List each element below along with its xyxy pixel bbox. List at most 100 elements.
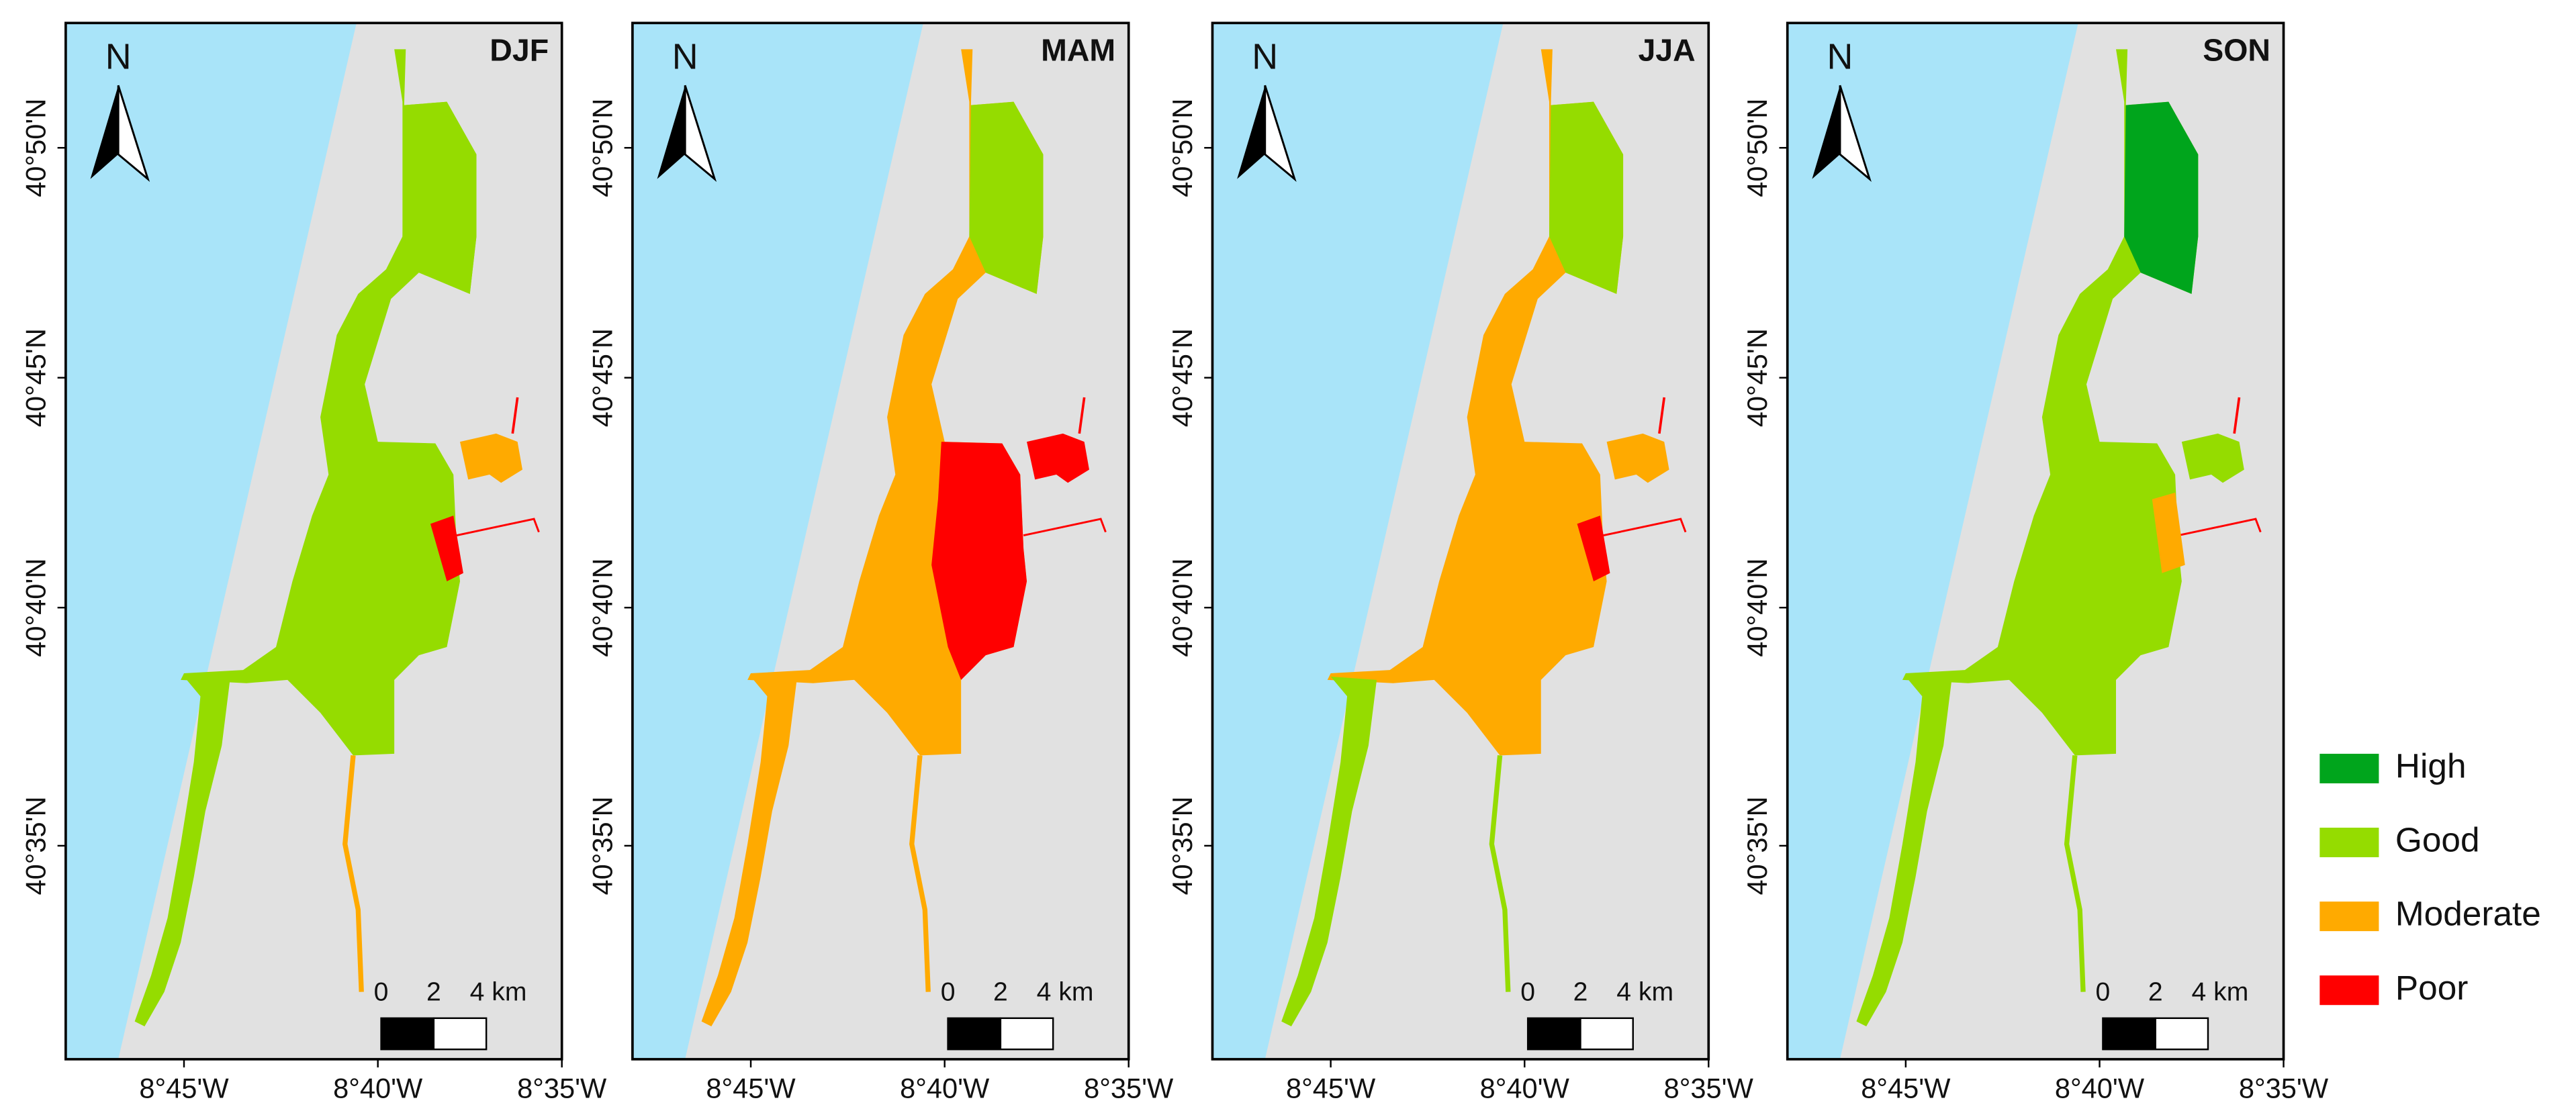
north-arrow [1839,85,1872,182]
north-arrow [1812,85,1840,179]
lon-label: 8°40'W [900,1072,990,1104]
river-channel [342,755,364,992]
canal [1603,518,1687,536]
east-basin [2181,433,2244,483]
lon-label: 8°35'W [1084,1072,1174,1104]
lat-label: 40°45'N [1166,328,1198,427]
scale-label: 4 km [1616,977,1673,1006]
north-label: N [672,36,698,77]
lat-label: 40°50'N [1741,99,1773,197]
lat-label: 40°40'N [1166,558,1198,657]
lat-label: 40°45'N [586,328,618,427]
lat-label: 40°35'N [1741,796,1773,895]
north-arrow [1264,85,1297,182]
season-label: DJF [490,33,549,68]
sea [1212,23,1504,1059]
lon-label: 8°45'W [706,1072,796,1104]
scale-bar [947,1017,1002,1051]
lagoon-north [2124,101,2199,294]
scale-label: 4 km [2192,977,2249,1006]
season-label: JJA [1638,33,1695,68]
lagoon [1327,49,1624,756]
scale-label: 0 [374,977,389,1006]
lagoon-arm [1281,676,1377,1027]
lon-label: 8°40'W [333,1072,423,1104]
north-label: N [1252,36,1278,77]
east-basin [460,433,522,483]
canal [2233,397,2241,434]
panel-frame [1786,21,2285,1061]
lagoon-north [402,101,477,294]
lagoon-arm [701,676,797,1027]
season-label: MAM [1041,33,1115,68]
lagoon [1902,49,2199,756]
scale-label: 2 [1573,977,1588,1006]
river-channel [1489,755,1511,992]
lat-label: 40°40'N [19,558,51,657]
north-label: N [1827,36,1853,77]
scale-label: 2 [993,977,1008,1006]
scale-bar [1579,1017,1634,1051]
scale-bar [999,1017,1054,1051]
north-arrow [117,85,150,182]
legend-label: Good [2395,820,2480,859]
season-label: SON [2203,33,2270,68]
scale-label: 2 [2148,977,2163,1006]
lat-label: 40°35'N [586,796,618,895]
scale-label: 0 [1520,977,1535,1006]
lat-label: 40°35'N [19,796,51,895]
scale-bar [2154,1017,2209,1051]
legend-swatch [2319,828,2379,858]
lat-label: 40°40'N [1741,558,1773,657]
sea [65,23,357,1059]
lon-label: 8°35'W [517,1072,607,1104]
sea [1787,23,2078,1059]
lon-label: 8°45'W [1286,1072,1376,1104]
map-panel: N SON 40°50'N 40°45'N 40°40'N 40°35'N 8°45'W 8°… [1741,21,2329,1104]
scale-bar [2102,1017,2156,1051]
lon-label: 8°40'W [1480,1072,1570,1104]
east-basin [1027,433,1089,483]
map-panel: N MAM 40°50'N 40°45'N 40°40'N 40°35'N 8°45'W 8°… [586,21,1174,1104]
lagoon-arm [1856,676,1952,1027]
scale-label: 4 km [470,977,527,1006]
panel-frame [631,21,1130,1061]
lon-label: 8°35'W [1664,1072,1754,1104]
scale-bar [380,1017,435,1051]
scale-bar [432,1017,488,1051]
north-arrow [684,85,717,182]
scale-label: 0 [941,977,956,1006]
lat-label: 40°50'N [1166,99,1198,197]
canal [2178,518,2262,536]
lat-label: 40°40'N [586,558,618,657]
map-panel: N JJA 40°50'N 40°45'N 40°40'N 40°35'N 8°45'W 8°… [1166,21,1754,1104]
north-arrow [1237,85,1265,179]
sea [632,23,923,1059]
zone-patch [1577,516,1610,582]
lagoon-north [1549,101,1624,294]
lat-label: 40°45'N [19,328,51,427]
lat-label: 40°35'N [1166,796,1198,895]
canal [456,518,540,536]
legend-label: High [2395,746,2467,785]
panel-frame [64,21,563,1061]
north-label: N [105,36,132,77]
zone-patch [430,516,463,582]
north-arrow [657,85,686,179]
lon-label: 8°40'W [2055,1072,2145,1104]
canal [511,397,519,434]
legend-label: Moderate [2395,894,2541,933]
legend-swatch [2319,753,2379,783]
lon-label: 8°35'W [2239,1072,2329,1104]
zone-patch [2152,492,2185,573]
lat-label: 40°50'N [586,99,618,197]
scale-label: 2 [426,977,441,1006]
east-basin [1606,433,1669,483]
canal [1658,397,1666,434]
scale-bar [1526,1017,1581,1051]
lagoon-north [969,101,1044,294]
lon-label: 8°45'W [139,1072,229,1104]
lon-label: 8°45'W [1861,1072,1951,1104]
